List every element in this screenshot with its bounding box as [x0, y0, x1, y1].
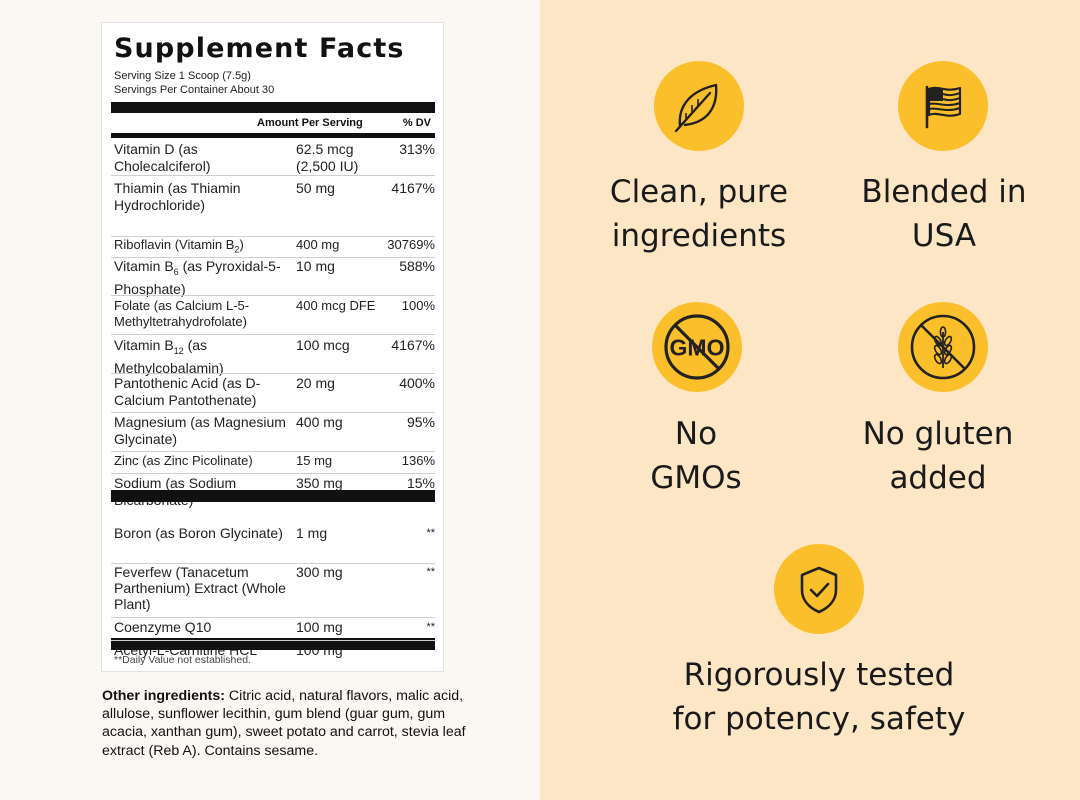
nutrient-name: Pantothenic Acid (as D-Calcium Pantothen…: [114, 375, 261, 408]
no-gmo-icon: GMO: [652, 302, 742, 392]
row-divider: [111, 257, 435, 258]
row-divider: [111, 175, 435, 176]
nutrient-dv: 4167%: [391, 180, 435, 196]
leaf-icon: [654, 61, 744, 151]
feature-gluten-label: No gluten added: [862, 416, 1014, 496]
shield-check-icon: [774, 544, 864, 634]
feature-tested-label: Rigorously tested for potency, safety: [672, 657, 966, 737]
nutrient-dv: 313%: [399, 141, 435, 157]
other-ingredients-text: Citric acid, natural flavors, malic acid…: [102, 688, 466, 759]
nutrient-dv: 588%: [399, 258, 435, 274]
nutrient-amount: 400 mcg DFE: [296, 298, 376, 313]
amount-per-serving-header: Amount Per Serving: [257, 117, 363, 129]
nutrient-amount: 300 mg: [296, 564, 343, 580]
nutrient-dv: 4167%: [391, 337, 435, 353]
thick-divider: [111, 490, 435, 502]
row-divider: [111, 295, 435, 296]
flag-icon: [898, 61, 988, 151]
nutrient-name: Zinc (as Zinc Picolinate): [114, 453, 253, 468]
nutrient-dv: **: [426, 644, 435, 656]
nutrient-name: Vitamin B6 (as Pyroxidal-5-Phosphate): [114, 258, 281, 297]
row-divider: [111, 334, 435, 335]
nutrient-amount: 62.5 mcg (2,500 IU): [296, 141, 359, 174]
nutrient-name: Feverfew (Tanacetum Parthenium) Extract …: [114, 564, 286, 612]
nutrient-amount: 350 mg: [296, 475, 343, 491]
footnote: **Daily Value not established.: [114, 654, 251, 666]
servings-per-container: Servings Per Container About 30: [114, 84, 275, 96]
medium-divider: [111, 133, 435, 138]
nutrient-name: Thiamin (as Thiamin Hydrochloride): [114, 180, 241, 213]
nutrient-dv: 95%: [406, 414, 435, 430]
nutrient-amount: 10 mg: [296, 258, 335, 274]
row-divider: [111, 451, 435, 452]
feature-clean-label: Clean, pure ingredients: [609, 174, 789, 254]
thick-divider: [111, 638, 435, 650]
nutrient-amount: 1 mg: [296, 525, 328, 541]
row-divider: [111, 473, 435, 474]
nutrient-amount: 100 mg: [296, 619, 343, 635]
nutrient-name: Vitamin D (as Cholecalciferol): [114, 141, 211, 174]
nutrient-dv: 15%: [406, 475, 435, 491]
row-divider: [111, 640, 435, 641]
serving-size: Serving Size 1 Scoop (7.5g): [114, 70, 251, 82]
other-ingredients-label: Other ingredients:: [102, 688, 225, 704]
nutrient-dv: **: [426, 566, 435, 578]
other-ingredients: Other ingredients: Citric acid, natural …: [102, 687, 467, 760]
row-divider: [111, 412, 435, 413]
nutrient-name: Coenzyme Q10: [114, 619, 212, 635]
no-gluten-icon: [898, 302, 988, 392]
nutrient-amount: 400 mg: [296, 414, 343, 430]
nutrient-name: Folate (as Calcium L-5-Methyltetrahydrof…: [114, 298, 250, 329]
nutrient-amount: 15 mg: [296, 453, 333, 468]
nutrient-name: Riboflavin (Vitamin B2): [114, 237, 244, 255]
dv-header: % DV: [402, 117, 431, 129]
nutrient-amount: 400 mg: [296, 237, 340, 252]
row-divider: [111, 563, 435, 564]
nutrient-amount: 100 mcg: [296, 337, 350, 353]
nutrient-amount: 20 mg: [296, 375, 335, 391]
nutrient-dv: 30769%: [387, 237, 435, 252]
nutrient-dv: 100%: [401, 298, 435, 313]
facts-title: Supplement Facts: [114, 33, 405, 64]
nutrient-amount: 50 mg: [296, 180, 335, 196]
nutrient-dv: 400%: [399, 375, 435, 391]
nutrient-name: Vitamin B12 (as Methylcobalamin): [114, 337, 224, 376]
row-divider: [111, 236, 435, 237]
nutrient-name: Magnesium (as Magnesium Glycinate): [114, 414, 286, 447]
feature-gmo-label: No GMOs: [650, 416, 742, 496]
feature-usa-label: Blended in USA: [861, 174, 1027, 254]
nutrient-dv: **: [426, 621, 435, 633]
nutrient-dv: 136%: [401, 453, 435, 468]
row-divider: [111, 617, 435, 618]
supplement-facts-label: Supplement Facts Serving Size 1 Scoop (7…: [101, 22, 444, 672]
nutrient-dv: **: [426, 527, 435, 539]
thick-divider: [111, 102, 435, 113]
row-divider: [111, 373, 435, 374]
left-panel: Supplement Facts Serving Size 1 Scoop (7…: [0, 0, 540, 800]
nutrient-name: Boron (as Boron Glycinate): [114, 525, 283, 541]
